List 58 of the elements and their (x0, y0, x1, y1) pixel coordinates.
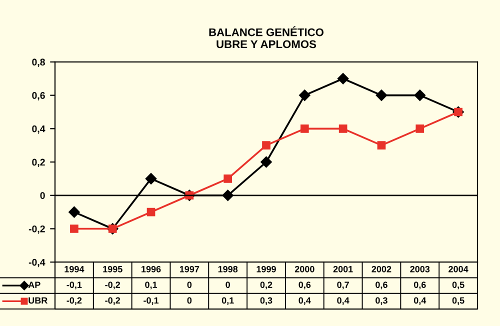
y-tick-label: -0,2 (28, 225, 45, 234)
data-label: 0 (226, 282, 230, 288)
data-label: 0,1 (222, 297, 234, 305)
point (414, 90, 426, 101)
data-label: -0,2 (105, 282, 120, 290)
data-label: 0,3 (376, 297, 388, 305)
y-tick-label: 0,8 (32, 58, 45, 67)
data-label: 0,4 (414, 297, 426, 305)
data-label: 0,5 (452, 282, 464, 290)
data-label: 0,6 (298, 282, 311, 290)
data-label: 0,6 (376, 282, 388, 290)
data-label: 0,1 (145, 282, 158, 290)
point (145, 173, 157, 184)
point (416, 124, 424, 133)
point (146, 208, 156, 216)
x-tick-label: 2000 (294, 266, 314, 272)
y-tick-label: 0,2 (32, 158, 45, 168)
data-label: 0,6 (414, 282, 426, 290)
x-tick-label: 1996 (142, 266, 161, 272)
data-label: -0,2 (66, 297, 82, 305)
data-label: 0,5 (452, 297, 464, 305)
point (224, 174, 232, 183)
x-tick-label: 1995 (103, 266, 122, 272)
point (337, 73, 349, 84)
legend-label: UBR (28, 297, 48, 304)
data-label: 0,3 (260, 297, 272, 305)
chart-title: BALANCE GENÉTICO UBRE Y APLOMOS (209, 26, 324, 48)
data-label: 0,2 (260, 282, 272, 290)
legend-label: AP (28, 282, 40, 288)
y-tick-label: 0,4 (32, 125, 46, 134)
point (70, 224, 78, 233)
x-tick-label: 2001 (333, 266, 353, 272)
point (300, 124, 309, 133)
x-tick-label: 2002 (372, 266, 392, 272)
point (260, 156, 272, 168)
point (68, 206, 80, 218)
x-tick-label: 1998 (218, 266, 238, 272)
x-tick-label: 1999 (256, 266, 276, 272)
point (262, 141, 270, 150)
point (377, 141, 386, 150)
data-label: -0,1 (144, 297, 159, 305)
x-tick-label: 1997 (180, 266, 200, 272)
data-label: 0 (187, 282, 192, 288)
data-label: 0,4 (298, 297, 311, 305)
y-tick-label: 0 (40, 192, 45, 199)
x-tick-label: 2003 (410, 266, 430, 272)
x-tick-label: 1994 (64, 266, 84, 272)
data-label: 0 (187, 297, 192, 304)
x-tick-label: 2004 (448, 266, 468, 272)
point (299, 90, 310, 101)
y-tick-label: 0,6 (32, 92, 45, 100)
data-label: 0,4 (337, 297, 350, 305)
data-label: -0,1 (66, 282, 82, 290)
data-label: 0,7 (337, 282, 349, 290)
y-tick-label: -0,4 (28, 258, 46, 268)
point (338, 124, 348, 133)
point (376, 90, 388, 101)
data-label: -0,2 (105, 297, 120, 305)
